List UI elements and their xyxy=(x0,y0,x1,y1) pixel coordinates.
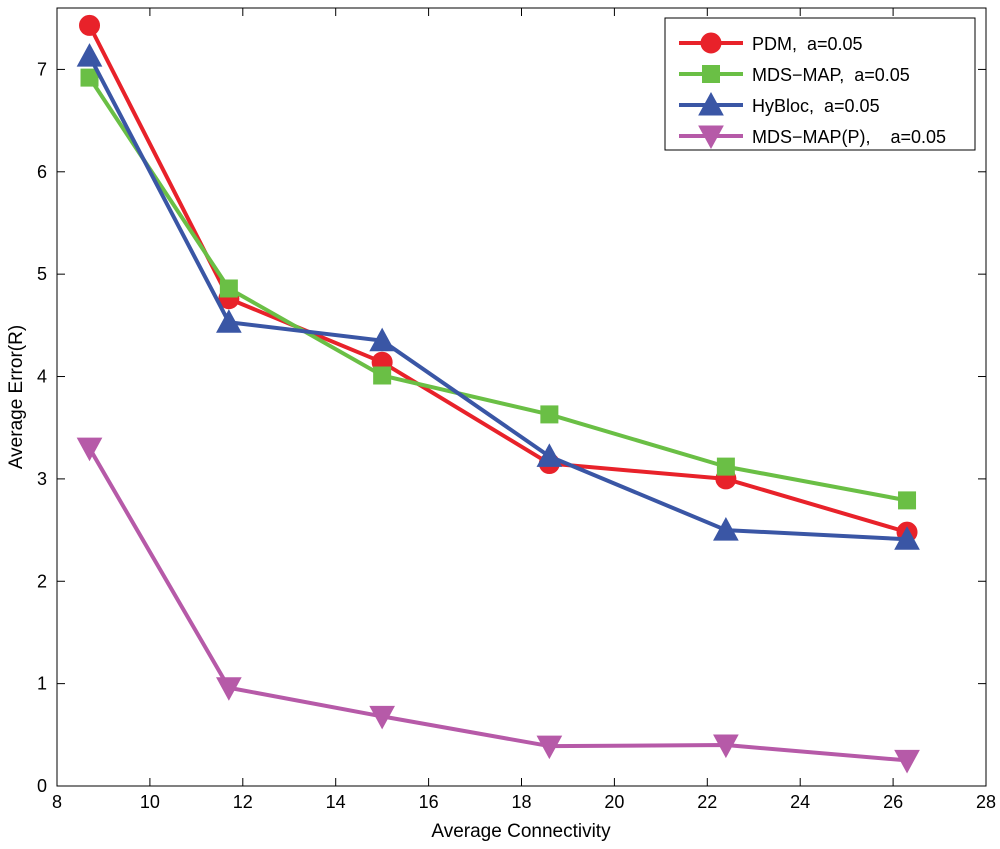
data-point xyxy=(713,517,739,541)
data-point xyxy=(536,443,563,467)
data-point xyxy=(216,309,242,333)
legend-entry-0: PDM, a=0.05 xyxy=(679,32,863,54)
data-point xyxy=(76,43,103,67)
legend-entry-1: MDS−MAP, a=0.05 xyxy=(679,65,910,85)
y-tick-label: 6 xyxy=(37,162,47,182)
data-point xyxy=(716,457,735,476)
data-point xyxy=(76,437,103,462)
x-tick-label: 24 xyxy=(790,792,810,812)
data-point xyxy=(219,279,238,298)
y-tick-label: 1 xyxy=(37,674,47,694)
series-1 xyxy=(80,68,917,510)
y-tick-label: 2 xyxy=(37,571,47,591)
y-axis-label: Average Error(R) xyxy=(6,325,27,469)
legend-marker xyxy=(702,65,720,83)
series-line xyxy=(87,447,908,763)
legend-label: PDM, a=0.05 xyxy=(752,34,863,54)
series-line xyxy=(87,76,908,503)
x-tick-label: 12 xyxy=(233,792,253,812)
data-point xyxy=(894,526,920,550)
x-axis-label: Average Connectivity xyxy=(431,821,611,842)
x-tick-label: 20 xyxy=(604,792,624,812)
x-tick-label: 8 xyxy=(52,792,62,812)
x-tick-label: 10 xyxy=(140,792,160,812)
legend-label: MDS−MAP, a=0.05 xyxy=(752,65,910,85)
data-point xyxy=(898,491,917,510)
x-tick-label: 28 xyxy=(976,792,996,812)
data-point xyxy=(369,327,395,352)
legend-entry-2: HyBloc, a=0.05 xyxy=(679,91,880,116)
data-point xyxy=(216,677,242,701)
legend-label: MDS−MAP(P), a=0.05 xyxy=(752,127,946,147)
data-point xyxy=(369,705,395,730)
data-point xyxy=(373,366,392,385)
data-point xyxy=(536,735,563,760)
x-tick-label: 14 xyxy=(326,792,346,812)
series-layer xyxy=(76,14,920,774)
data-point xyxy=(80,68,99,87)
y-tick-label: 3 xyxy=(37,469,47,489)
x-tick-label: 26 xyxy=(883,792,903,812)
x-tick-label: 16 xyxy=(419,792,439,812)
data-point xyxy=(540,405,559,424)
data-point xyxy=(713,734,739,759)
legend-marker xyxy=(698,91,724,116)
data-point xyxy=(79,14,101,36)
y-tick-label: 7 xyxy=(37,59,47,79)
x-tick-label: 18 xyxy=(511,792,531,812)
series-2 xyxy=(76,43,920,550)
x-tick-label: 22 xyxy=(697,792,717,812)
legend-marker xyxy=(698,125,724,150)
legend-marker xyxy=(700,32,722,54)
legend-entry-3: MDS−MAP(P), a=0.05 xyxy=(679,125,946,150)
y-tick-label: 0 xyxy=(37,776,47,796)
data-point xyxy=(894,749,920,774)
series-3 xyxy=(76,437,920,774)
y-tick-label: 5 xyxy=(37,264,47,284)
legend: PDM, a=0.05 MDS−MAP, a=0.05 HyBloc, a=0.05… xyxy=(664,17,976,151)
series-line xyxy=(87,55,908,542)
y-tick-label: 4 xyxy=(37,367,47,387)
legend-label: HyBloc, a=0.05 xyxy=(752,96,880,116)
